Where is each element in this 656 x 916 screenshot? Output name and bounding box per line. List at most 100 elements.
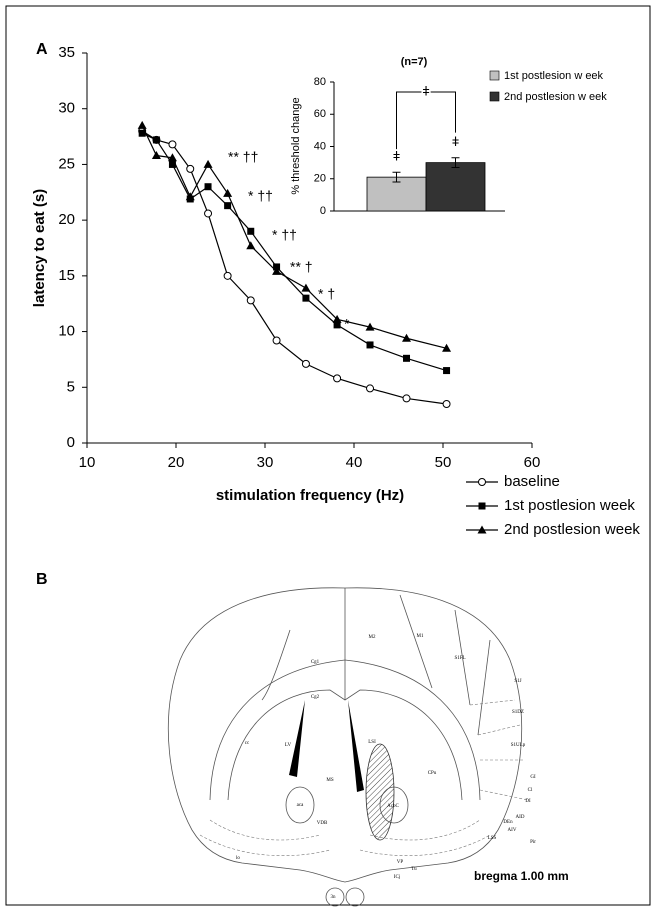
significance-marker: ǂ	[452, 134, 460, 149]
marker	[168, 140, 177, 149]
marker	[366, 384, 375, 393]
marker	[203, 159, 213, 168]
y-tick-label: 15	[58, 267, 75, 284]
region-label: ICj	[394, 875, 400, 880]
region-label: DI	[525, 799, 531, 804]
y-tick-label: 40	[314, 140, 326, 152]
legend-label: baseline	[504, 473, 560, 490]
y-tick-label: 20	[314, 173, 326, 185]
y-tick-label: 0	[320, 205, 326, 217]
region-label: LV	[285, 743, 292, 748]
marker	[185, 192, 195, 201]
region-label: M1	[417, 634, 424, 639]
marker	[167, 153, 177, 162]
marker	[365, 322, 375, 331]
region-label: MS	[326, 778, 333, 783]
frame	[5, 5, 651, 906]
marker	[301, 283, 311, 292]
marker	[333, 374, 342, 383]
region-label: AID	[516, 815, 525, 820]
region-label: lo	[236, 856, 240, 861]
legend-swatch	[489, 91, 500, 102]
y-tick-label: 35	[58, 44, 75, 61]
y-axis-title: latency to eat (s)	[31, 189, 48, 307]
significance-marker: * ††	[248, 188, 273, 204]
marker	[366, 341, 374, 349]
region-label: CPu	[428, 771, 437, 776]
marker	[443, 367, 451, 375]
marker	[301, 359, 310, 368]
x-tick-label: 20	[168, 454, 185, 471]
significance-marker: * ††	[272, 227, 297, 243]
y-tick-label: 80	[314, 76, 326, 88]
x-tick-label: 10	[79, 454, 96, 471]
marker	[402, 394, 411, 403]
marker	[151, 151, 161, 160]
panel-label: A	[36, 41, 48, 58]
marker	[186, 164, 195, 173]
significance-marker: ** ††	[228, 149, 258, 165]
marker	[333, 321, 341, 329]
marker	[246, 296, 255, 305]
inset-y-axis-title: % threshold change	[290, 97, 302, 194]
y-tick-label: 25	[58, 155, 75, 172]
marker	[442, 400, 451, 408]
marker	[168, 160, 176, 168]
y-tick-label: 0	[67, 434, 75, 451]
marker	[204, 209, 213, 218]
y-tick-label: 60	[314, 108, 326, 120]
y-tick-label: 5	[67, 378, 75, 395]
significance-marker: ** †	[290, 259, 313, 275]
legend-marker	[477, 525, 487, 534]
marker	[138, 129, 146, 137]
region-label: VP	[397, 860, 404, 865]
significance-marker: * †	[318, 286, 335, 302]
region-label: LSI	[368, 740, 376, 745]
region-label: Cg1	[311, 660, 320, 665]
x-tick-label: 60	[524, 454, 541, 471]
legend-marker	[478, 502, 486, 510]
marker	[442, 343, 452, 352]
x-axis-title: stimulation frequency (Hz)	[216, 487, 404, 504]
region-label: S1J	[514, 679, 521, 684]
x-tick-label: 40	[346, 454, 363, 471]
error-bar	[392, 171, 401, 183]
inset-title: (n=7)	[401, 56, 428, 68]
diagram-caption: bregma 1.00 mm	[474, 869, 569, 883]
region-label: S1ULp	[511, 743, 526, 748]
region-label: Cl	[528, 788, 533, 793]
region-label: S1DZ	[512, 710, 524, 715]
bar	[425, 162, 486, 212]
marker	[272, 266, 282, 275]
bar	[366, 176, 427, 212]
legend-label: 2nd postlesion w eek	[504, 91, 607, 103]
significance-marker: ǂ	[422, 83, 430, 98]
marker	[403, 354, 411, 362]
error-bar	[451, 157, 460, 168]
x-tick-label: 50	[435, 454, 452, 471]
significance-marker: *	[344, 316, 350, 332]
legend-marker	[478, 478, 486, 486]
marker	[332, 314, 342, 323]
region-label: S1FL	[454, 656, 465, 661]
bracket	[396, 91, 456, 150]
marker	[224, 202, 232, 210]
legend-label: 2nd postlesion week	[504, 521, 640, 538]
region-label: DEn	[503, 820, 513, 825]
region-label: Cg2	[311, 695, 320, 700]
marker	[137, 120, 147, 129]
marker	[302, 294, 310, 302]
y-tick-label: 20	[58, 211, 75, 228]
brain-atlas	[167, 587, 529, 907]
marker	[204, 183, 212, 191]
y-tick-label: 10	[58, 323, 75, 340]
significance-marker: ǂ	[393, 149, 401, 164]
legend-swatch	[489, 70, 500, 81]
region-label: AIV	[508, 828, 517, 833]
region-label: VDB	[317, 821, 328, 826]
region-label: Pir	[530, 840, 536, 845]
region-label: cc	[245, 741, 250, 746]
marker	[247, 227, 255, 235]
region-label: GI	[530, 775, 536, 780]
marker	[272, 336, 281, 345]
